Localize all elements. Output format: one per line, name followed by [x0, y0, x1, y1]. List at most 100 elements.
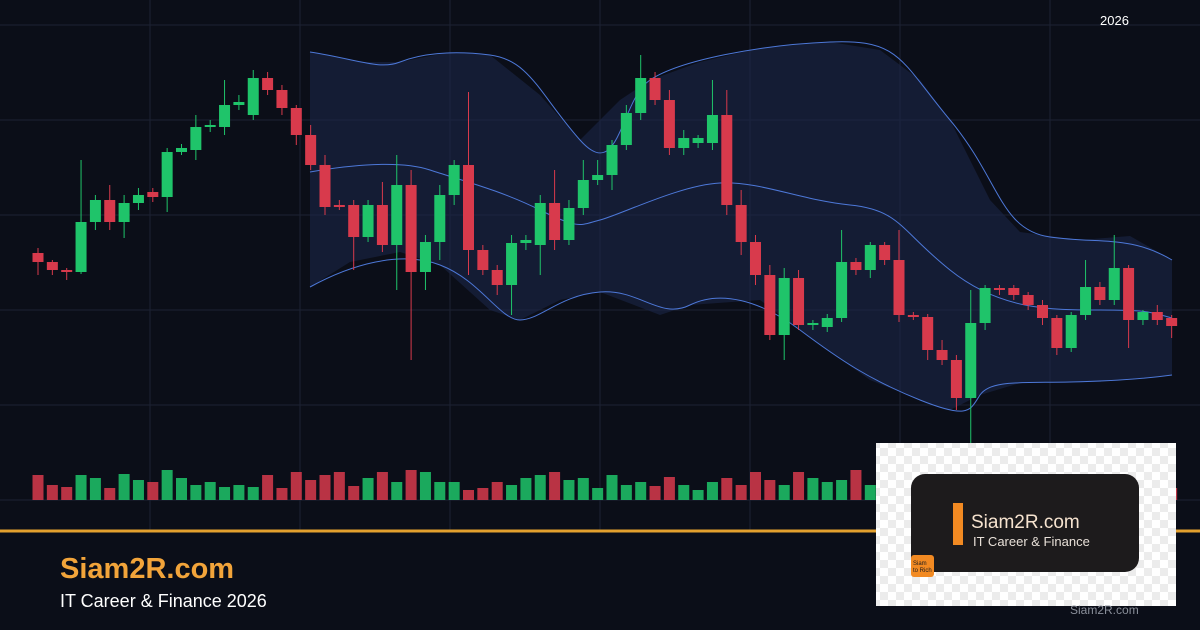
volume-bar — [219, 487, 231, 500]
watermark: Siam2R.com — [1070, 603, 1139, 617]
candle-body — [1051, 318, 1063, 348]
candle-body — [419, 242, 431, 272]
candle-body — [448, 165, 460, 195]
candle-body — [1151, 312, 1163, 320]
volume-bar — [132, 480, 144, 500]
volume-bar — [592, 488, 604, 500]
candle-body — [678, 138, 690, 148]
candle-body — [750, 242, 761, 275]
candle-body — [477, 250, 489, 270]
volume-bar — [807, 478, 819, 500]
candle-body — [463, 165, 474, 250]
candle-body — [348, 205, 360, 237]
volume-bar — [793, 472, 805, 500]
logo-panel — [911, 474, 1139, 572]
candle-body — [305, 135, 317, 165]
volume-bar — [692, 490, 704, 500]
volume-bar — [836, 480, 848, 500]
volume-bar — [463, 490, 474, 500]
volume-bar — [434, 482, 446, 500]
candle-body — [161, 152, 173, 197]
logo-card: Siam2R.com IT Career & Finance Siam to R… — [876, 443, 1176, 606]
volume-bar — [491, 482, 503, 500]
candle-body — [879, 245, 891, 260]
candle-body — [376, 205, 388, 245]
candle-body — [32, 253, 44, 262]
logo-subtitle: IT Career & Finance — [973, 534, 1090, 549]
candle-body — [1123, 268, 1135, 320]
candle-body — [391, 185, 403, 245]
candle-body — [190, 127, 202, 150]
volume-bar — [247, 487, 259, 500]
volume-bar — [89, 478, 101, 500]
candle-body — [864, 245, 876, 270]
year-label: 2026 — [1100, 13, 1129, 28]
candle-body — [979, 288, 991, 323]
logo-bar — [953, 503, 963, 545]
volume-bar — [864, 485, 876, 500]
candle-body — [706, 115, 718, 143]
candle-body — [61, 270, 73, 272]
volume-bar — [764, 480, 776, 500]
candle-body — [1094, 287, 1106, 300]
volume-bar — [147, 482, 159, 500]
volume-bar — [376, 472, 388, 500]
candle-body — [46, 262, 58, 270]
candle-body — [965, 323, 977, 398]
volume-bar — [118, 474, 130, 500]
volume-bar — [104, 488, 116, 500]
candle-body — [362, 205, 374, 237]
candle-body — [233, 102, 245, 105]
candle-body — [1108, 268, 1120, 300]
candle-body — [176, 148, 187, 152]
candle-body — [950, 360, 962, 398]
volume-bar — [176, 478, 187, 500]
brand-title: Siam2R.com — [60, 553, 234, 585]
volume-bar — [606, 475, 618, 500]
candle-body — [721, 115, 733, 205]
candle-body — [1037, 305, 1048, 318]
candle-body — [118, 203, 130, 222]
volume-bar — [362, 478, 374, 500]
candle-body — [204, 125, 216, 127]
volume-bar — [262, 475, 274, 500]
volume-bar — [348, 486, 360, 500]
volume-bar — [520, 478, 532, 500]
volume-bar — [750, 472, 761, 500]
candle-body — [577, 180, 589, 208]
volume-bar — [333, 472, 345, 500]
volume-bar — [276, 488, 288, 500]
candle-body — [1137, 312, 1149, 320]
volume-bar — [32, 475, 44, 500]
volume-bar — [678, 485, 690, 500]
volume-bar — [706, 482, 718, 500]
candle-body — [793, 278, 805, 325]
candle-body — [434, 195, 446, 242]
volume-bar — [620, 485, 632, 500]
volume-bar — [735, 485, 747, 500]
candle-body — [649, 78, 661, 100]
volume-bar — [204, 482, 216, 500]
candle-body — [807, 323, 819, 325]
candle-body — [692, 138, 704, 143]
badge-line: to Rich — [913, 568, 932, 574]
candle-body — [262, 78, 274, 90]
volume-bar — [577, 478, 589, 500]
candle-body — [993, 288, 1005, 290]
volume-bar — [663, 477, 675, 500]
candle-body — [319, 165, 331, 207]
candle-body — [893, 260, 905, 315]
candle-body — [635, 78, 647, 113]
candle-body — [563, 208, 575, 240]
candle-body — [147, 192, 159, 197]
volume-bar — [391, 482, 403, 500]
candle-body — [333, 205, 345, 207]
candle-body — [219, 105, 231, 127]
candle-body — [549, 203, 561, 240]
volume-bar — [850, 470, 862, 500]
volume-bar — [721, 478, 733, 500]
candle-body — [1008, 288, 1020, 295]
candle-body — [764, 275, 776, 335]
